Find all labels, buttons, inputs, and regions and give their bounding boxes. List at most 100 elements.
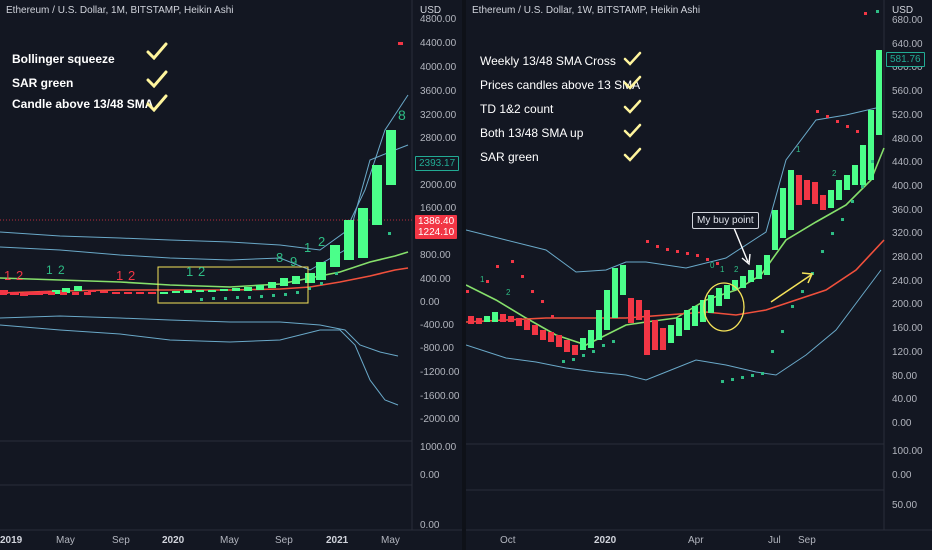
heikin-ashi-candle [386,130,396,185]
price-axis-label: 80.00 [892,370,918,382]
heikin-ashi-candle [476,318,482,324]
price-axis-label: 3600.00 [420,86,457,97]
price-axis-label: 120.00 [892,346,923,358]
check-icon [623,147,642,162]
heikin-ashi-candle [820,195,826,210]
checklist-text: Prices candles above 13 SMA [480,78,641,92]
heikin-ashi-candle [844,175,850,190]
bollinger-lower-band [0,324,399,406]
sar-dot [582,354,585,357]
checklist-item-sar-green: SAR green [480,150,539,164]
checklist-item-candle: Candle above 13/48 SMA [12,97,153,111]
heikin-ashi-candle [692,306,698,326]
heikin-ashi-candle [330,245,340,267]
heikin-ashi-candle [740,276,746,288]
heikin-ashi-candle [30,292,38,295]
bollinger-upper-outer [0,144,409,271]
price-axis-label: 480.00 [892,133,923,145]
checklist-item-sma-cross: Weekly 13/48 SMA Cross [480,54,616,68]
sar-dot [212,297,215,300]
price-axis-label: -2000.00 [420,414,460,425]
heikin-ashi-candle [716,288,722,306]
sar-dot [676,250,679,253]
heikin-ashi-candle [868,110,874,180]
heikin-ashi-candle [604,290,610,330]
check-icon [623,99,642,114]
heikin-ashi-candle [48,292,55,295]
price-axis-label: 360.00 [892,204,923,216]
heikin-ashi-candle [732,280,738,290]
heikin-ashi-candle [540,330,546,340]
td-count-label: 1 [796,145,801,154]
heikin-ashi-candle [708,295,714,313]
heikin-ashi-candle [836,180,842,200]
heikin-ashi-candle [796,175,802,205]
last-price-tag: 2393.17 [415,156,460,171]
td-count-label: 2 [318,234,325,249]
sar-dot [602,344,605,347]
bollinger-middle-band [0,315,399,357]
sar-dot [871,160,874,163]
price-axis-label: 160.00 [892,323,923,335]
checklist-text: Bollinger squeeze [12,52,115,66]
heikin-ashi-candle [196,290,204,292]
checklist-item-bollinger: Bollinger squeeze [12,52,115,66]
check-icon [623,75,642,90]
td-count-label: 1 [480,275,485,284]
price-axis-label: 600.00 [892,62,923,74]
sma-13-line [466,147,885,346]
heikin-ashi-candle [344,220,354,260]
price-axis-label: 520.00 [892,109,923,121]
heikin-ashi-candle [305,273,315,283]
sar-dot [335,272,338,275]
heikin-ashi-candle [280,278,288,286]
sar-dot [308,287,311,290]
heikin-ashi-candle [112,292,120,294]
time-axis-label: 2019 [0,535,23,546]
heikin-ashi-candle [620,265,626,295]
sar-dot [821,250,824,253]
heikin-ashi-candle [532,325,538,335]
price-axis-label: 2000.00 [420,180,457,191]
indicator-axis-label: 0.00 [420,470,440,481]
td-count-label: 1 [304,240,311,255]
trend-arrow [770,274,812,303]
sar-dot [686,252,689,255]
sar-dot [666,248,669,251]
pane-divider[interactable] [462,0,466,550]
sar-dot [864,12,867,15]
price-axis-label: 2800.00 [420,133,457,144]
sar-dot [831,232,834,235]
sar-dot [846,125,849,128]
td-count-label: 1 [46,263,53,277]
checklist-text: Candle above 13/48 SMA [12,97,154,111]
heikin-ashi-candle [636,300,642,320]
heikin-ashi-candle [588,330,594,348]
checklist-text: Weekly 13/48 SMA Cross [480,54,616,68]
price-axis-label: 200.00 [892,299,923,311]
left-chart-canvas[interactable]: 1 2 1 2 1 2 1 28 91 28 [0,0,462,550]
heikin-ashi-candle [372,165,382,225]
heikin-ashi-candle [676,318,682,336]
sar-dot [320,282,323,285]
td-count-label: 0 [710,261,715,270]
price-axis-label: 4000.00 [420,62,457,73]
right-chart-canvas[interactable]: 120 1 212 [466,0,932,550]
heikin-ashi-candle [24,292,31,295]
sar-dot [551,315,554,318]
price-axis-label: 240.00 [892,275,923,287]
heikin-ashi-candle [52,290,60,294]
heikin-ashi-candle [232,288,240,291]
buy-point-annotation: My buy point [692,212,759,229]
left-chart-title: Ethereum / U.S. Dollar, 1M, BITSTAMP, He… [6,5,234,16]
price-axis-label: 0.00 [892,417,912,429]
heikin-ashi-candle [484,316,490,322]
annotation-arrow-head [741,253,751,266]
sar-dot [612,340,615,343]
price-axis-label: -1200.00 [420,367,460,378]
price-axis-label: 320.00 [892,228,923,240]
right-chart-title: Ethereum / U.S. Dollar, 1W, BITSTAMP, He… [472,5,701,16]
time-axis-label: Jul [768,535,781,546]
